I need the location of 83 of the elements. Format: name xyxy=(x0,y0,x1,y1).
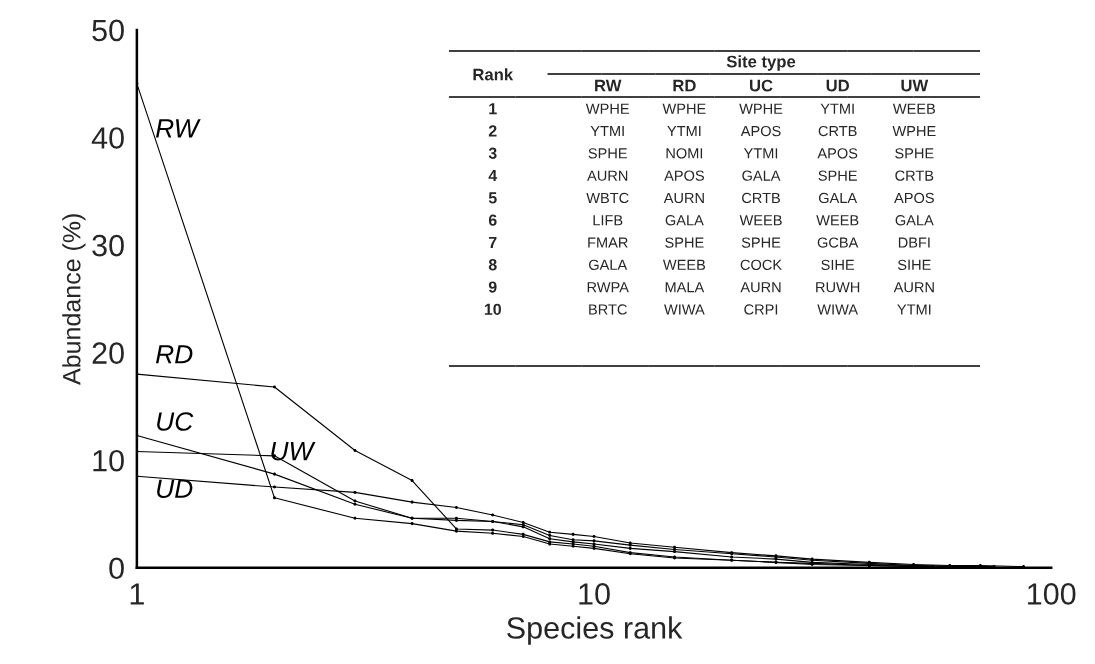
series-label: UW xyxy=(271,442,316,461)
annotation: 5 xyxy=(488,192,497,204)
annotation: SIHE xyxy=(897,259,931,271)
annotation: APOS xyxy=(894,192,934,204)
annotation: BRTC xyxy=(589,304,627,315)
annotation: 1 xyxy=(489,103,497,115)
annotation: GALA xyxy=(589,259,628,271)
y-tick-label: 40 xyxy=(91,127,124,149)
annotation: APOS xyxy=(664,170,704,181)
annotation: UW xyxy=(901,79,929,92)
annotation: YTMI xyxy=(897,304,931,315)
x-tick-label: 1 xyxy=(130,583,144,605)
annotation: SIHE xyxy=(821,259,855,271)
annotation: RD xyxy=(673,79,696,92)
annotation: YTMI xyxy=(743,148,778,159)
annotation: UC xyxy=(749,79,773,92)
annotation: AURN xyxy=(740,282,781,293)
y-tick-label: 0 xyxy=(109,557,124,580)
annotation: GALA xyxy=(895,215,934,226)
annotation: GALA xyxy=(665,215,704,226)
annotation: WIWA xyxy=(664,304,705,315)
x-tick-label: 10 xyxy=(579,583,610,605)
annotation: SPHE xyxy=(895,148,934,159)
annotation: RW xyxy=(595,79,622,92)
annotation: SPHE xyxy=(741,237,781,248)
annotation: SPHE xyxy=(588,148,627,159)
annotation: WEEB xyxy=(816,215,859,226)
y-tick-label: 20 xyxy=(92,342,124,364)
annotation: CRTB xyxy=(818,125,857,137)
annotation: SPHE xyxy=(818,170,857,181)
annotation: WPHE xyxy=(662,103,706,114)
annotation: WEEB xyxy=(662,259,706,270)
x-axis-title: Species rank xyxy=(507,616,683,645)
annotation: RUWH xyxy=(816,282,860,293)
annotation: YTMI xyxy=(820,103,854,114)
x-tick-label: 100 xyxy=(1028,583,1076,605)
annotation: CRTB xyxy=(742,192,780,204)
annotation: SPHE xyxy=(665,237,704,248)
annotation: GCBA xyxy=(817,237,859,248)
annotation: APOS xyxy=(740,125,781,137)
annotation: 9 xyxy=(488,281,497,293)
annotation: WEEB xyxy=(739,215,782,226)
annotation: UD xyxy=(826,79,850,92)
series-label: RW xyxy=(155,119,201,138)
annotation: CRTB xyxy=(895,170,934,181)
y-tick-label: 50 xyxy=(92,19,124,42)
annotation: WBTC xyxy=(586,192,629,204)
annotation: MALA xyxy=(665,282,705,293)
annotation: 4 xyxy=(488,170,498,182)
y-tick-label: 30 xyxy=(92,234,124,257)
annotation: Site type xyxy=(726,55,796,71)
annotation: GALA xyxy=(742,170,781,181)
annotation: DBFI xyxy=(898,237,930,248)
annotation: CRPI xyxy=(744,304,778,315)
annotation: WPHE xyxy=(585,103,629,114)
annotation: AURN xyxy=(893,282,934,293)
annotation: WPHE xyxy=(892,126,936,137)
annotation: WIWA xyxy=(817,304,859,315)
series-label: RD xyxy=(155,345,193,364)
annotation: YTMI xyxy=(667,126,701,137)
series-label: UC xyxy=(157,412,194,431)
y-axis-title: Abundance (%) xyxy=(62,214,86,385)
annotation: Rank xyxy=(473,68,514,81)
annotation: 7 xyxy=(489,236,497,248)
annotation: WPHE xyxy=(739,103,783,114)
annotation: 3 xyxy=(488,147,497,159)
annotation: WEEB xyxy=(892,103,936,114)
annotation: FMAR xyxy=(588,237,628,248)
series-label: UD xyxy=(157,479,193,499)
annotation: NOMI xyxy=(666,148,703,159)
annotation: RWPA xyxy=(587,282,629,293)
annotation: 6 xyxy=(488,214,497,226)
annotation: GALA xyxy=(818,192,858,204)
annotation: YTMI xyxy=(590,126,624,137)
annotation: 10 xyxy=(484,303,501,315)
y-tick-label: 10 xyxy=(93,449,124,472)
annotation: APOS xyxy=(817,148,858,159)
annotation: COCK xyxy=(740,259,782,271)
annotation: AURN xyxy=(587,170,628,181)
annotation: LIFB xyxy=(593,215,623,226)
annotation: 8 xyxy=(488,259,497,271)
annotation: AURN xyxy=(663,192,704,204)
annotation: 2 xyxy=(488,125,497,137)
